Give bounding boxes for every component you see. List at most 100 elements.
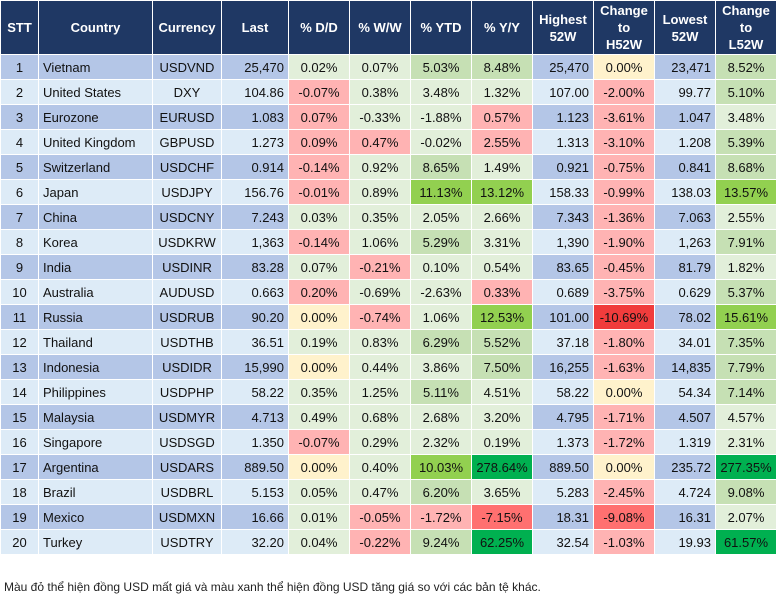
cell-currency: USDARS xyxy=(152,454,222,480)
header-last: Last xyxy=(221,0,289,55)
cell-yy: 3.65% xyxy=(471,479,533,505)
cell-low: 1,263 xyxy=(654,229,716,255)
table-row: 12 Thailand USDTHB 36.51 0.19% 0.83% 6.29% 5.52… xyxy=(0,329,777,355)
cell-stt: 2 xyxy=(0,79,39,105)
cell-low: 16.31 xyxy=(654,504,716,530)
cell-currency: USDJPY xyxy=(152,179,222,205)
cell-ytd: -1.88% xyxy=(410,104,472,130)
cell-dd: 0.09% xyxy=(288,129,350,155)
cell-last: 1.083 xyxy=(221,104,289,130)
cell-currency: GBPUSD xyxy=(152,129,222,155)
cell-dd: 0.00% xyxy=(288,354,350,380)
cell-dd: -0.14% xyxy=(288,229,350,255)
currency-table: STT Country Currency Last% D/D% W/W% YTD% Y… xyxy=(0,0,777,555)
cell-currency: EURUSD xyxy=(152,104,222,130)
header-l52-line: L52W xyxy=(728,37,764,52)
header-h52-line: Change xyxy=(600,3,648,18)
cell-high: 158.33 xyxy=(532,179,594,205)
cell-ytd: 5.11% xyxy=(410,379,472,405)
cell-ytd: -2.63% xyxy=(410,279,472,305)
cell-currency: USDIDR xyxy=(152,354,222,380)
cell-stt: 18 xyxy=(0,479,39,505)
cell-currency: DXY xyxy=(152,79,222,105)
cell-l52: 7.91% xyxy=(715,229,777,255)
cell-ww: 0.07% xyxy=(349,54,411,80)
cell-low: 0.629 xyxy=(654,279,716,305)
cell-ww: 1.25% xyxy=(349,379,411,405)
cell-country: Indonesia xyxy=(38,354,153,380)
cell-high: 18.31 xyxy=(532,504,594,530)
cell-country: Korea xyxy=(38,229,153,255)
cell-stt: 8 xyxy=(0,229,39,255)
cell-ww: 1.06% xyxy=(349,229,411,255)
header-high: Highest 52W xyxy=(532,0,594,55)
cell-yy: 0.33% xyxy=(471,279,533,305)
cell-country: China xyxy=(38,204,153,230)
cell-yy: 2.55% xyxy=(471,129,533,155)
cell-yy: 3.31% xyxy=(471,229,533,255)
cell-country: Singapore xyxy=(38,429,153,455)
cell-ww: -0.69% xyxy=(349,279,411,305)
cell-l52: 277.35% xyxy=(715,454,777,480)
header-h52-line: to xyxy=(617,20,631,35)
cell-stt: 11 xyxy=(0,304,39,330)
cell-h52: -10.69% xyxy=(593,304,655,330)
cell-ww: 0.89% xyxy=(349,179,411,205)
cell-yy: 278.64% xyxy=(471,454,533,480)
cell-last: 5.153 xyxy=(221,479,289,505)
cell-l52: 8.68% xyxy=(715,154,777,180)
cell-high: 0.689 xyxy=(532,279,594,305)
header-ytd: % YTD xyxy=(410,0,472,55)
cell-stt: 4 xyxy=(0,129,39,155)
cell-l52: 5.37% xyxy=(715,279,777,305)
cell-last: 0.914 xyxy=(221,154,289,180)
cell-l52: 5.39% xyxy=(715,129,777,155)
header-l52-line: Change xyxy=(722,3,770,18)
cell-dd: -0.07% xyxy=(288,429,350,455)
cell-ww: 0.38% xyxy=(349,79,411,105)
cell-ytd: -1.72% xyxy=(410,504,472,530)
cell-ytd: 6.29% xyxy=(410,329,472,355)
cell-stt: 5 xyxy=(0,154,39,180)
cell-low: 19.93 xyxy=(654,529,716,555)
cell-yy: 0.54% xyxy=(471,254,533,280)
cell-h52: -1.71% xyxy=(593,404,655,430)
cell-dd: 0.02% xyxy=(288,54,350,80)
cell-stt: 19 xyxy=(0,504,39,530)
cell-currency: USDSGD xyxy=(152,429,222,455)
header-h52: Change to H52W xyxy=(593,0,655,55)
header-country: Country xyxy=(38,0,153,55)
cell-dd: 0.01% xyxy=(288,504,350,530)
cell-low: 23,471 xyxy=(654,54,716,80)
cell-low: 54.34 xyxy=(654,379,716,405)
cell-h52: -1.63% xyxy=(593,354,655,380)
cell-yy: 4.51% xyxy=(471,379,533,405)
cell-ytd: 3.48% xyxy=(410,79,472,105)
cell-stt: 6 xyxy=(0,179,39,205)
cell-stt: 13 xyxy=(0,354,39,380)
table-row: 6 Japan USDJPY 156.76 -0.01% 0.89% 11.13% 13.12… xyxy=(0,179,777,205)
table-row: 18 Brazil USDBRL 5.153 0.05% 0.47% 6.20% 3.65% 5… xyxy=(0,479,777,505)
cell-ytd: 5.29% xyxy=(410,229,472,255)
table-row: 8 Korea USDKRW 1,363 -0.14% 1.06% 5.29% 3.31% 1,… xyxy=(0,229,777,255)
cell-ytd: 2.32% xyxy=(410,429,472,455)
cell-yy: 0.57% xyxy=(471,104,533,130)
cell-ytd: 5.03% xyxy=(410,54,472,80)
cell-stt: 17 xyxy=(0,454,39,480)
cell-ww: -0.22% xyxy=(349,529,411,555)
header-h52-line: H52W xyxy=(605,37,643,52)
cell-low: 0.841 xyxy=(654,154,716,180)
cell-ww: 0.29% xyxy=(349,429,411,455)
table-row: 2 United States DXY 104.86 -0.07% 0.38% 3.48% 1… xyxy=(0,79,777,105)
cell-ytd: 0.10% xyxy=(410,254,472,280)
cell-last: 16.66 xyxy=(221,504,289,530)
cell-ww: -0.05% xyxy=(349,504,411,530)
cell-l52: 9.08% xyxy=(715,479,777,505)
header-ww: % W/W xyxy=(349,0,411,55)
cell-dd: 0.35% xyxy=(288,379,350,405)
cell-l52: 7.14% xyxy=(715,379,777,405)
cell-high: 58.22 xyxy=(532,379,594,405)
cell-ww: 0.47% xyxy=(349,479,411,505)
header-low-line: Lowest xyxy=(662,11,708,27)
table-row: 15 Malaysia USDMYR 4.713 0.49% 0.68% 2.68% 3.20… xyxy=(0,404,777,430)
